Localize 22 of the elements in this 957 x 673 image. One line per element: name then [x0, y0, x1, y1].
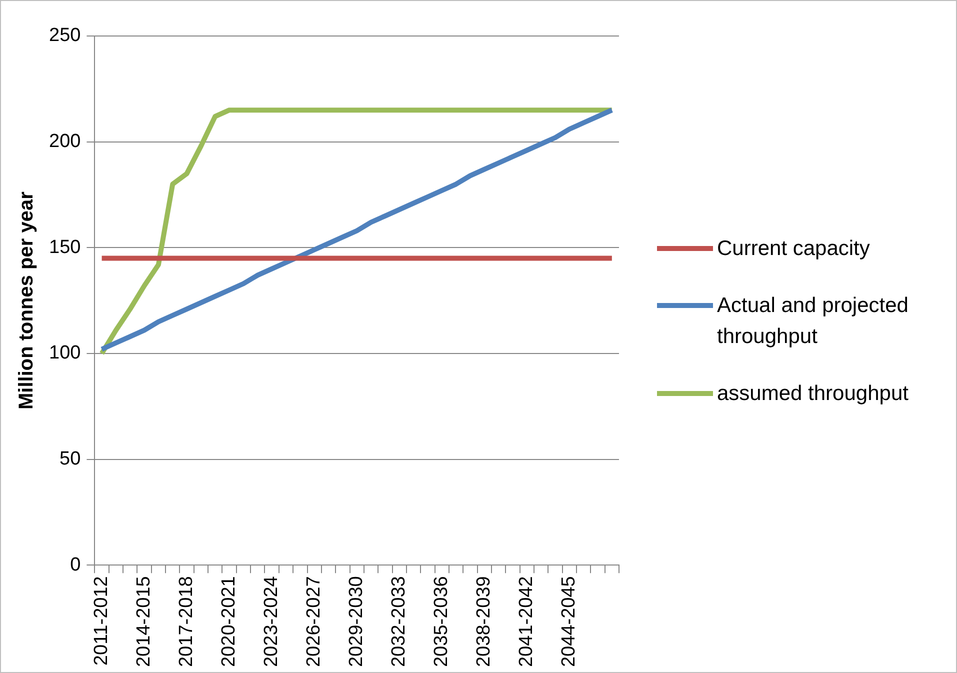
x-tick-label: 2035-2036 — [431, 576, 452, 668]
x-tick-label: 2029-2030 — [346, 576, 368, 668]
x-tick-label: 2014-2015 — [134, 576, 155, 668]
legend-label: Current capacity — [717, 236, 870, 262]
y-tick-label: 100 — [49, 342, 81, 364]
y-tick-label: 150 — [49, 236, 81, 258]
x-tick-label: 2032-2033 — [388, 576, 410, 668]
legend-label: assumed throughput — [717, 381, 908, 407]
x-tick-label: 2026-2027 — [304, 576, 325, 668]
y-tick-label: 200 — [49, 131, 81, 152]
x-tick-label: 2020-2021 — [218, 576, 240, 668]
x-tick-label: 2041-2042 — [516, 576, 538, 668]
y-tick-label: 50 — [60, 448, 81, 470]
y-axis-title: Million tonnes per year — [16, 191, 38, 410]
x-tick-label: 2038-2039 — [474, 576, 495, 668]
x-tick-label: 2011-2012 — [91, 576, 112, 666]
y-tick-label: 0 — [70, 554, 81, 576]
x-tick-label: 2044-2045 — [558, 576, 580, 668]
x-tick-label: 2017-2018 — [176, 576, 198, 668]
x-tick-label: 2023-2024 — [261, 576, 282, 668]
y-tick-label: 250 — [49, 25, 81, 46]
legend-label: Actual and projected throughput — [717, 293, 910, 350]
